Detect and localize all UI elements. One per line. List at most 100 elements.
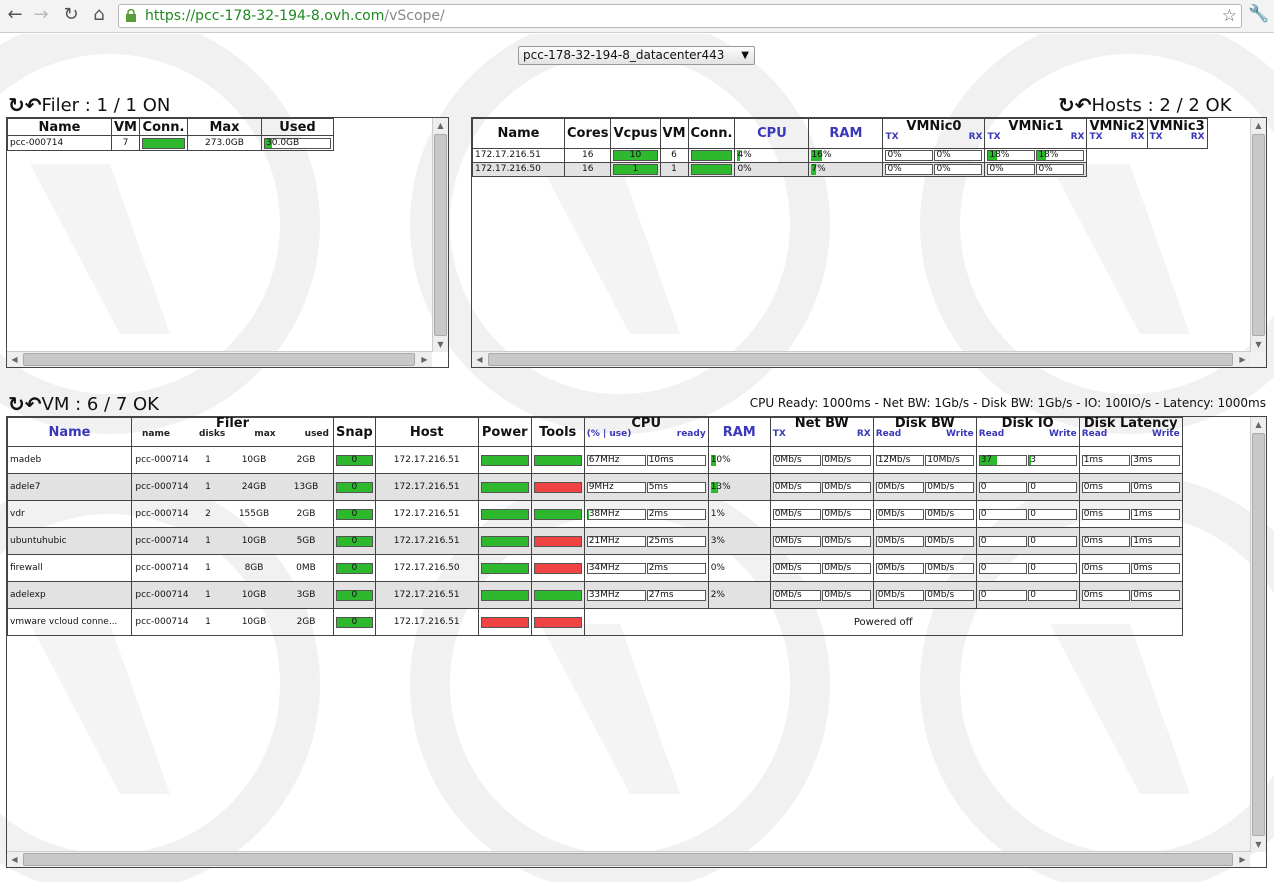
filer-col-header[interactable]: Name <box>7 118 112 136</box>
scroll-thumb[interactable] <box>1252 433 1265 836</box>
host-col-header[interactable]: Cores <box>563 118 612 149</box>
vm-col-tools[interactable]: Tools <box>530 417 585 447</box>
vm-name[interactable]: ubuntuhubic <box>7 527 132 555</box>
filer-col-header[interactable]: Conn. <box>139 118 188 136</box>
refresh-icon[interactable]: ↻ <box>8 93 25 117</box>
datacenter-select[interactable]: pcc-178-32-194-8_datacenter443 ▼ <box>518 46 755 65</box>
io-write-bar: 0 <box>1028 535 1077 547</box>
host-col-header[interactable]: Conn. <box>687 118 736 149</box>
table-row[interactable]: 172.17.216.50 16 1 1 0% 7% 0% 0% 0% 0% <box>472 162 1208 177</box>
vm-col-name[interactable]: Name <box>7 417 132 447</box>
table-row[interactable]: adelexp pcc-000714 1 10GB 3GB 0 172.17.216.… <box>7 581 1183 609</box>
filer-name[interactable]: pcc-000714 <box>7 135 112 151</box>
scroll-left-icon[interactable]: ◀ <box>11 355 18 364</box>
host-col-header[interactable]: RAM <box>808 118 884 149</box>
hosts-panel: Name Cores Vcpus VM Conn. CPU RAM VMNic0 TX RX VMN… <box>471 117 1267 368</box>
undo-icon[interactable]: ↶ <box>24 93 42 117</box>
vm-name[interactable]: madeb <box>7 446 132 474</box>
vm-col-cpu[interactable]: CPU (% | use) ready <box>583 417 709 447</box>
host-name[interactable]: 172.17.216.51 <box>472 148 565 163</box>
vm-used: 3GB <box>296 589 316 600</box>
vm-col-diskbw[interactable]: Disk BW Read Write <box>872 417 977 447</box>
scroll-up-icon[interactable]: ▲ <box>1255 420 1262 429</box>
host-col-header[interactable]: VMNic1 TX RX <box>984 118 1088 149</box>
scroll-right-icon[interactable]: ▶ <box>1239 355 1246 364</box>
scroll-left-icon[interactable]: ◀ <box>476 355 483 364</box>
vm-filer-name: pcc-000714 <box>135 509 189 519</box>
vertical-scrollbar[interactable]: ▲ ▼ <box>1250 118 1266 352</box>
vm-col-power[interactable]: Power <box>477 417 532 447</box>
vertical-scrollbar[interactable]: ▲ ▼ <box>432 118 448 352</box>
table-row[interactable]: pcc-000714 7 273.0GB 30.0GB <box>7 135 334 151</box>
lat-write-bar: 0ms <box>1131 589 1180 601</box>
reload-icon[interactable]: ↻ <box>63 4 79 25</box>
bookmark-star-icon[interactable]: ☆ <box>1221 6 1237 26</box>
host-col-header[interactable]: Name <box>472 118 565 149</box>
table-row[interactable]: madeb pcc-000714 1 10GB 2GB 0 172.17.216.51… <box>7 446 1183 474</box>
host-col-header[interactable]: CPU <box>734 118 810 149</box>
vm-name[interactable]: firewall <box>7 554 132 582</box>
table-row[interactable]: vdr pcc-000714 2 155GB 2GB 0 172.17.216.51 … <box>7 500 1183 528</box>
table-row[interactable]: ubuntuhubic pcc-000714 1 10GB 5GB 0 172.17.… <box>7 527 1183 555</box>
table-row[interactable]: 172.17.216.51 16 10 6 4% 16% 0% 0% 18% 18% <box>472 148 1208 163</box>
horizontal-scrollbar[interactable]: ◀ ▶ <box>7 851 1250 867</box>
vertical-scrollbar[interactable]: ▲ ▼ <box>1250 417 1266 852</box>
host-cpu: 0% <box>737 164 752 174</box>
vm-name[interactable]: vdr <box>7 500 132 528</box>
scroll-right-icon[interactable]: ▶ <box>1239 855 1246 864</box>
home-icon[interactable]: ⌂ <box>93 4 105 25</box>
table-row[interactable]: vmware vcloud conne... pcc-000714 1 10GB 2G… <box>7 608 1183 636</box>
horizontal-scrollbar[interactable]: ◀ ▶ <box>472 351 1250 367</box>
wrench-icon[interactable]: 🔧 <box>1248 4 1270 24</box>
host-name[interactable]: 172.17.216.50 <box>472 162 565 177</box>
vm-col-host[interactable]: Host <box>374 417 479 447</box>
address-bar[interactable]: https://pcc-178-32-194-8.ovh.com/vScope/… <box>118 4 1242 28</box>
table-row[interactable]: adele7 pcc-000714 1 24GB 13GB 0 172.17.216.… <box>7 473 1183 501</box>
vm-name[interactable]: adele7 <box>7 473 132 501</box>
host-cpu: 4% <box>737 150 752 160</box>
disk-write-bar: 10Mb/s <box>925 454 974 466</box>
scroll-down-icon[interactable]: ▼ <box>437 340 444 349</box>
filer-col-header[interactable]: Max <box>187 118 262 136</box>
back-icon[interactable]: ← <box>7 4 23 25</box>
host-col-header[interactable]: VMNic3 TX RX <box>1146 118 1208 149</box>
filer-col-header[interactable]: VM <box>111 118 140 136</box>
vm-col-latency[interactable]: Disk Latency Read Write <box>1078 417 1183 447</box>
lat-read-bar: 0ms <box>1081 562 1131 574</box>
scroll-up-icon[interactable]: ▲ <box>1255 121 1262 130</box>
vm-name[interactable]: vmware vcloud conne... <box>7 608 132 636</box>
host-col-header[interactable]: VMNic2 TX RX <box>1086 118 1148 149</box>
snap-bar: 0 <box>336 454 373 466</box>
vm-ram: 0% <box>710 562 725 573</box>
vm-col-filer[interactable]: Filer name disks max used <box>131 417 334 447</box>
scroll-up-icon[interactable]: ▲ <box>437 121 444 130</box>
scroll-down-icon[interactable]: ▼ <box>1255 840 1262 849</box>
scroll-thumb[interactable] <box>23 853 1233 866</box>
forward-icon[interactable]: → <box>33 4 49 25</box>
scroll-thumb[interactable] <box>488 353 1233 366</box>
filer-col-header[interactable]: Used <box>261 118 334 136</box>
undo-icon[interactable]: ↶ <box>1074 93 1092 117</box>
undo-icon[interactable]: ↶ <box>24 392 42 416</box>
table-row[interactable]: firewall pcc-000714 1 8GB 0MB 0 172.17.216.… <box>7 554 1183 582</box>
vm-name[interactable]: adelexp <box>7 581 132 609</box>
vm-max: 10GB <box>241 535 267 546</box>
refresh-icon[interactable]: ↻ <box>8 392 25 416</box>
scroll-right-icon[interactable]: ▶ <box>421 355 428 364</box>
scroll-left-icon[interactable]: ◀ <box>11 855 18 864</box>
scroll-thumb[interactable] <box>23 353 415 366</box>
cpu-use-bar: 9MHz <box>586 481 646 493</box>
vm-col-diskio[interactable]: Disk IO Read Write <box>975 417 1080 447</box>
host-col-header[interactable]: VM <box>659 118 689 149</box>
horizontal-scrollbar[interactable]: ◀ ▶ <box>7 351 432 367</box>
vm-col-netbw[interactable]: Net BW TX RX <box>769 417 874 447</box>
vm-col-snap[interactable]: Snap <box>333 417 376 447</box>
host-col-header[interactable]: Vcpus <box>610 118 661 149</box>
vm-col-ram[interactable]: RAM <box>707 417 771 447</box>
refresh-icon[interactable]: ↻ <box>1058 93 1075 117</box>
nic0-tx-bar: 0% <box>885 164 934 175</box>
host-col-header[interactable]: VMNic0 TX RX <box>882 118 986 149</box>
scroll-thumb[interactable] <box>1252 134 1265 336</box>
scroll-down-icon[interactable]: ▼ <box>1255 340 1262 349</box>
scroll-thumb[interactable] <box>434 134 447 336</box>
